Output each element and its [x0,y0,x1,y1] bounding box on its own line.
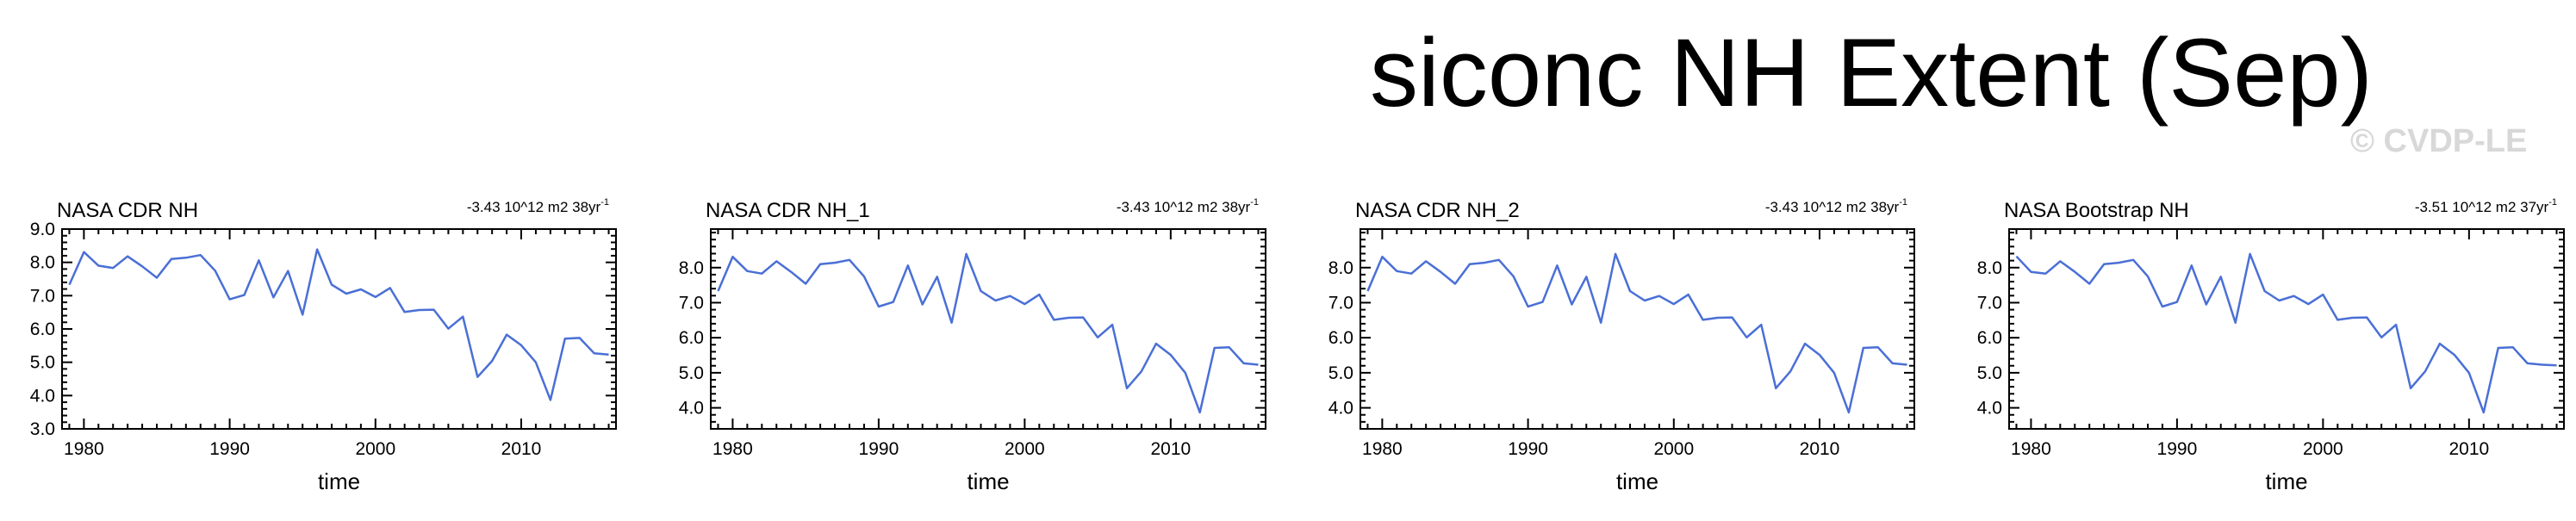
y-tick-label: 5.0 [679,363,704,383]
x-axis-label: time [2265,468,2307,494]
y-tick-label: 7.0 [1977,293,2002,313]
y-tick-label: 9.0 [30,220,55,239]
x-tick-label: 1990 [209,439,250,459]
y-tick-label: 5.0 [1328,363,1353,383]
y-tick-label: 8.0 [30,253,55,273]
x-tick-label: 1990 [859,439,899,459]
y-tick-label: 5.0 [1977,363,2002,383]
chart-panel-1: 1980 1990 2000 2010 3.0 4.0 5.0 6.0 7.0 8.0 9.0NAS… [30,197,617,494]
trend-label: -3.51 10^12 m2 37yr-1 [2415,197,2557,215]
x-tick-label: 1980 [1362,439,1403,459]
series-line [68,248,609,401]
series-line [2015,252,2557,414]
x-axis-label: time [1616,468,1658,494]
y-tick-label: 8.0 [1977,258,2002,278]
y-tick-label: 5.0 [30,353,55,373]
chart-panel-3: 1980 1990 2000 2010 4.0 5.0 6.0 7.0 8.0 NASA CDR … [1328,197,1915,494]
series-line [1366,252,1907,414]
y-tick-label: 6.0 [679,328,704,348]
chart-panel-4: 1980 1990 2000 2010 4.0 5.0 6.0 7.0 8.0 NASA Boot… [1977,197,2565,494]
chart-panel-2: 1980 1990 2000 2010 4.0 5.0 6.0 7.0 8.0 NASA CDR … [679,197,1266,494]
y-tick-label: 7.0 [679,293,704,313]
trend-label: -3.43 10^12 m2 38yr-1 [467,197,609,215]
trend-label: -3.43 10^12 m2 38yr-1 [1765,197,1907,215]
plot-frame [61,228,617,430]
panel-title: NASA CDR NH_1 [706,199,870,222]
panel-title: NASA CDR NH_2 [1355,199,1520,222]
y-tick-label: 4.0 [30,386,55,406]
trend-label: -3.43 10^12 m2 38yr-1 [1117,197,1259,215]
trend-superscript: -1 [2548,197,2557,208]
x-tick-label: 1980 [64,439,104,459]
trend-superscript: -1 [600,197,609,208]
y-tick-label: 6.0 [1977,328,2002,348]
watermark: © CVDP-LE [2350,123,2528,159]
trend-superscript: -1 [1250,197,1259,208]
y-tick-label: 7.0 [1328,293,1353,313]
y-tick-label: 6.0 [30,319,55,339]
x-tick-label: 1980 [712,439,753,459]
figure-title: siconc NH Extent (Sep) [1370,19,2373,127]
plot-frame [2008,228,2565,430]
trend-superscript: -1 [1899,197,1907,208]
plot-frame [710,228,1266,430]
x-tick-label: 2000 [1005,439,1045,459]
x-tick-label: 1980 [2011,439,2051,459]
x-tick-label: 2010 [501,439,542,459]
x-tick-label: 2000 [1653,439,1694,459]
y-tick-label: 3.0 [30,419,55,439]
x-tick-label: 2000 [355,439,395,459]
y-tick-label: 6.0 [1328,328,1353,348]
x-axis-label: time [967,468,1009,494]
panel-title: NASA Bootstrap NH [2004,199,2189,222]
y-tick-label: 4.0 [679,399,704,419]
x-tick-label: 1990 [1508,439,1548,459]
x-tick-label: 2010 [1150,439,1191,459]
plot-frame [1360,228,1915,430]
y-tick-label: 7.0 [30,286,55,306]
y-tick-label: 4.0 [1328,399,1353,419]
x-tick-label: 1990 [2157,439,2198,459]
series-line [717,252,1259,414]
x-tick-label: 2000 [2303,439,2343,459]
panel-title: NASA CDR NH [57,199,198,222]
x-axis-label: time [318,468,360,494]
x-tick-label: 2010 [2448,439,2489,459]
y-tick-label: 4.0 [1977,399,2002,419]
y-tick-label: 8.0 [1328,258,1353,278]
y-tick-label: 8.0 [679,258,704,278]
x-tick-label: 2010 [1800,439,1840,459]
